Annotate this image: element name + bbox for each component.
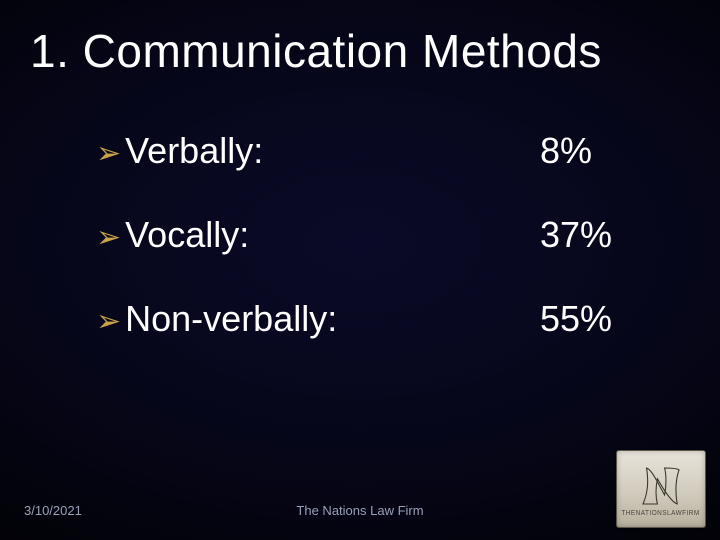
slide-title: 1. Communication Methods xyxy=(30,24,700,78)
item-value: 37% xyxy=(540,214,660,256)
logo-n-icon xyxy=(634,464,688,508)
list-item: ➢ Non-verbally: 55% xyxy=(96,298,660,340)
item-value: 55% xyxy=(540,298,660,340)
chevron-right-icon: ➢ xyxy=(96,223,121,253)
chevron-right-icon: ➢ xyxy=(96,139,121,169)
item-label: Vocally: xyxy=(125,214,249,256)
item-label: Non-verbally: xyxy=(125,298,337,340)
logo-badge: THENATIONSLAWFIRM xyxy=(616,450,706,528)
logo-caption: THENATIONSLAWFIRM xyxy=(622,510,700,517)
item-value: 8% xyxy=(540,130,660,172)
item-label: Verbally: xyxy=(125,130,263,172)
footer-source: The Nations Law Firm xyxy=(0,503,720,518)
chevron-right-icon: ➢ xyxy=(96,307,121,337)
list-item: ➢ Verbally: 8% xyxy=(96,130,660,172)
content-list: ➢ Verbally: 8% ➢ Vocally: 37% ➢ Non-verb… xyxy=(96,130,660,382)
list-item: ➢ Vocally: 37% xyxy=(96,214,660,256)
slide: 1. Communication Methods ➢ Verbally: 8% … xyxy=(0,0,720,540)
